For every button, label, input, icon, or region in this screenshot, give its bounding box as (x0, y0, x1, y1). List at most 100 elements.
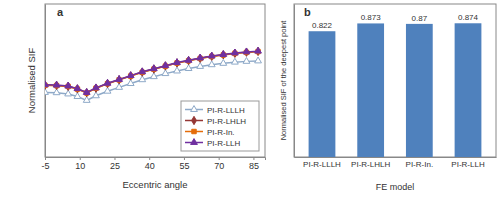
x-axis: PI-R-LLLH PI-R-LHLH PI-R-In. PI-R-LLH (295, 157, 497, 169)
series-marker (150, 65, 157, 71)
series-line (45, 61, 258, 100)
x-tick: PI-R-LLLH (303, 157, 341, 169)
x-tick: 10 (75, 157, 85, 171)
x-tick-mark (80, 157, 81, 160)
x-tick: 70 (214, 157, 224, 171)
series-line (45, 51, 258, 92)
series-marker (54, 81, 59, 89)
plot-area (45, 47, 261, 102)
x-tick-label: 85 (249, 161, 259, 171)
series-marker (127, 72, 134, 78)
x-tick: PI-R-LHLH (351, 157, 390, 169)
x-tick-label: 55 (179, 161, 189, 171)
series-marker (128, 72, 133, 80)
x-axis-line (295, 157, 497, 158)
series-marker (83, 89, 90, 95)
x-tick-mark (219, 157, 220, 160)
y-axis-line (294, 5, 295, 158)
series-marker (220, 59, 227, 65)
x-tick-mark (253, 157, 254, 160)
data-label: 0.822 (312, 21, 333, 30)
series-marker (75, 85, 80, 93)
panel-title: b (304, 6, 311, 18)
x-tick: 40 (145, 157, 155, 171)
y-axis-title: Normalised SIF (26, 48, 37, 114)
figure: -5 10 25 40 55 70 85 Eccentric angle Normalised … (0, 0, 500, 201)
series-marker (139, 68, 146, 74)
x-tick-label: 25 (110, 161, 120, 171)
data-label: 0.874 (458, 13, 479, 22)
series-line (45, 52, 258, 93)
series-marker (198, 54, 203, 62)
x-tick: 25 (110, 157, 120, 171)
series-line (45, 51, 258, 92)
legend-label: PI-R-LLH (207, 139, 241, 148)
series-marker (255, 57, 262, 63)
x-axis-title: FE model (376, 182, 415, 192)
series-marker (244, 48, 249, 56)
bar (309, 31, 336, 157)
series-marker (45, 81, 48, 87)
series-marker (84, 89, 89, 97)
y-axis-title: Normalised SIF of the deepest point (279, 20, 288, 141)
legend-marker (192, 129, 196, 133)
x-tick-label: PI-R-LLLH (303, 160, 341, 169)
x-tick-label: PI-R-In. (406, 160, 434, 169)
series-marker (162, 62, 169, 68)
series-marker (186, 56, 191, 64)
legend-label: PI-R-In. (207, 128, 235, 137)
x-tick: -5 (41, 157, 49, 171)
series-marker (94, 84, 99, 92)
legend-box (181, 101, 259, 151)
bar-chart: PI-R-LLLH PI-R-LHLH PI-R-In. PI-R-LLH FE mod… (279, 4, 497, 192)
series-marker (208, 61, 215, 67)
series-marker (163, 62, 168, 70)
series-marker (174, 59, 181, 65)
series-marker (65, 82, 72, 88)
series-marker (66, 82, 71, 90)
bar (406, 24, 433, 157)
series-marker (117, 76, 122, 84)
x-tick: PI-R-In. (406, 157, 434, 169)
series-marker (232, 49, 237, 57)
y-axis (294, 5, 295, 158)
x-axis-line (46, 158, 266, 161)
panel-title: a (57, 6, 64, 18)
legend-label: PI-R-LLLH (207, 106, 245, 115)
series-marker (45, 89, 48, 95)
x-tick-mark (184, 157, 185, 160)
series-marker (231, 58, 238, 64)
series-marker (185, 56, 192, 62)
series-marker (105, 79, 110, 87)
x-tick: PI-R-LLH (451, 157, 485, 169)
series-marker (104, 79, 111, 85)
plot-frame (294, 4, 496, 157)
line-chart: -5 10 25 40 55 70 85 Eccentric angle Normalised … (26, 4, 266, 190)
legend: PI-R-LLLHPI-R-LHLHPI-R-In.PI-R-LLH (181, 101, 259, 151)
x-tick: 85 (249, 157, 259, 171)
data-label: 0.873 (361, 13, 382, 22)
x-tick-label: 40 (145, 161, 155, 171)
series-marker (256, 47, 261, 55)
legend-marker (191, 106, 198, 112)
x-tick-label: 70 (214, 161, 224, 171)
plot-frame (45, 4, 265, 157)
series-marker (175, 59, 180, 67)
x-tick-label: 10 (75, 161, 85, 171)
legend-marker (191, 139, 198, 145)
x-axis: -5 10 25 40 55 70 85 (41, 157, 265, 171)
series-marker (140, 68, 145, 76)
data-label: 0.87 (412, 14, 428, 23)
x-tick-mark (149, 157, 150, 160)
x-tick-mark (114, 157, 115, 160)
series-marker (53, 81, 60, 87)
x-axis-title: Eccentric angle (123, 179, 188, 190)
series-marker (197, 54, 204, 60)
series-marker (243, 48, 250, 54)
x-tick-label: -5 (41, 161, 49, 171)
series-marker (209, 52, 214, 60)
plot-area (309, 23, 482, 157)
series-marker (74, 85, 81, 91)
series-marker (151, 65, 156, 73)
series-marker (255, 47, 262, 53)
